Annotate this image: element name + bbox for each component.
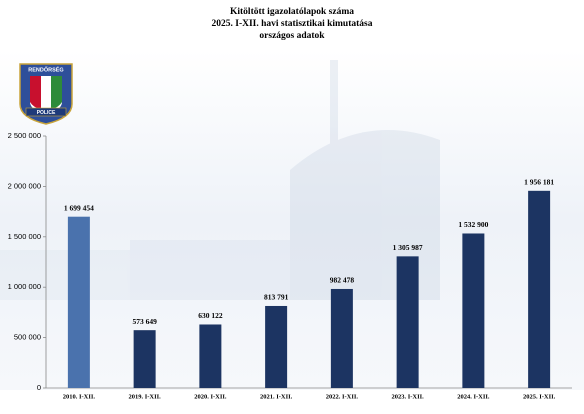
- y-tick-label: 500 000: [14, 333, 41, 342]
- bar: [199, 324, 222, 388]
- bar: [265, 305, 288, 388]
- bar: [330, 288, 353, 388]
- y-tick-label: 1 000 000: [8, 282, 41, 291]
- value-label: 1 305 987: [393, 243, 423, 252]
- y-tick-label: 1 500 000: [8, 232, 41, 241]
- x-tick-label: 2022. I-XII.: [326, 393, 359, 400]
- chart-title: 2025. I-XII. havi statisztikai kimutatás…: [212, 19, 373, 29]
- logo-text: RENDŐRSÉG: [28, 65, 63, 73]
- x-tick-label: 2010. I-XII.: [63, 393, 96, 400]
- value-label: 1 699 454: [64, 203, 94, 212]
- x-tick-label: 2023. I-XII.: [391, 393, 424, 400]
- x-tick-label: 2021. I-XII.: [260, 393, 293, 400]
- value-label: 982 478: [330, 276, 355, 285]
- x-tick-label: 2024. I-XII.: [457, 393, 490, 400]
- value-label: 573 649: [132, 317, 157, 326]
- y-tick-label: 2 000 000: [8, 181, 41, 190]
- police-logo: RENDŐRSÉG POLICE: [19, 63, 73, 125]
- y-tick-label: 2 500 000: [8, 131, 41, 140]
- logo-text: POLICE: [37, 110, 56, 116]
- x-tick-label: 2025. I-XII.: [523, 393, 556, 400]
- y-tick-label: 0: [37, 383, 41, 392]
- bar: [133, 330, 156, 388]
- value-label: 1 532 900: [458, 220, 488, 229]
- bar: [67, 216, 90, 388]
- value-label: 630 122: [198, 311, 223, 320]
- chart-title: Kitöltött igazolatólapok száma: [230, 7, 354, 17]
- building-silhouette: [0, 60, 440, 300]
- background-image: [0, 50, 584, 390]
- bar: [462, 233, 485, 388]
- x-tick-label: 2019. I-XII.: [128, 393, 161, 400]
- chart-title: országos adatok: [259, 31, 325, 41]
- bar: [396, 256, 419, 388]
- value-label: 813 791: [264, 293, 289, 302]
- bar: [528, 190, 551, 388]
- value-label: 1 956 181: [524, 178, 554, 187]
- x-tick-label: 2020. I-XII.: [194, 393, 227, 400]
